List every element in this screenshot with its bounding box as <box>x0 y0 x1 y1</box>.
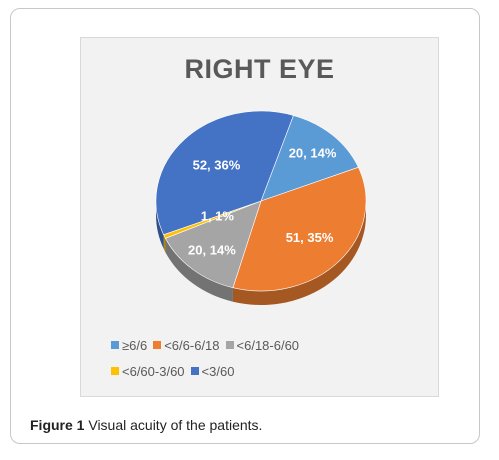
pie-label-4: 52, 36% <box>193 157 241 172</box>
legend-item-lt-3-60: <3/60 <box>190 363 235 379</box>
legend-label: <6/18-6/60 <box>236 337 300 353</box>
legend-item-ge-6-6: ≥6/6 <box>111 338 147 353</box>
legend-label: <6/60-3/60 <box>122 363 185 379</box>
pie-slice-4 <box>155 110 294 236</box>
legend-row-1: ≥6/6 <6/6-6/18 <6/18-6/60 <box>111 334 431 356</box>
legend-item-6-60-to-3-60: <6/60-3/60 <box>111 364 185 379</box>
chart-panel: RIGHT EYE 20, 14% 51, 35% 20, 14% 1, 1% 52, … <box>80 37 439 397</box>
pie-side-2 <box>165 238 233 302</box>
legend-label: <6/6-6/18 <box>164 337 220 353</box>
legend-swatch <box>190 367 199 375</box>
legend-item-6-6-to-6-18: <6/6-6/18 <box>153 337 220 353</box>
legend-item-6-18-to-6-60: <6/18-6/60 <box>225 337 300 353</box>
legend-swatch <box>111 367 119 375</box>
figure-caption: Figure 1 Visual acuity of the patients. <box>30 417 262 433</box>
caption-text: Visual acuity of the patients. <box>84 417 263 433</box>
pie-label-1: 51, 35% <box>286 230 334 245</box>
legend-swatch <box>153 341 162 349</box>
caption-label: Figure 1 <box>30 417 85 433</box>
figure-card: RIGHT EYE 20, 14% 51, 35% 20, 14% 1, 1% 52, … <box>10 8 480 444</box>
pie-label-2: 20, 14% <box>188 242 236 257</box>
legend: ≥6/6 <6/6-6/18 <6/18-6/60 <6/60-3/60 <box>111 334 431 386</box>
pie-side-4 <box>156 201 164 249</box>
legend-label: <3/60 <box>201 363 235 379</box>
pie-chart: 20, 14% 51, 35% 20, 14% 1, 1% 52, 36% <box>155 110 367 305</box>
legend-row-2: <6/60-3/60 <3/60 <box>111 360 431 382</box>
legend-swatch <box>225 341 234 349</box>
chart-title: RIGHT EYE <box>184 54 335 84</box>
legend-swatch <box>111 341 119 349</box>
pie-slice-1 <box>232 166 367 292</box>
pie-side-3 <box>163 234 166 253</box>
pie-side-walls <box>156 201 366 305</box>
pie-side-1 <box>232 201 366 305</box>
pie-slice-2 <box>165 200 262 289</box>
pie-label-0: 20, 14% <box>289 146 337 161</box>
pie-label-3: 1, 1% <box>201 208 235 223</box>
legend-label: ≥6/6 <box>122 337 148 353</box>
